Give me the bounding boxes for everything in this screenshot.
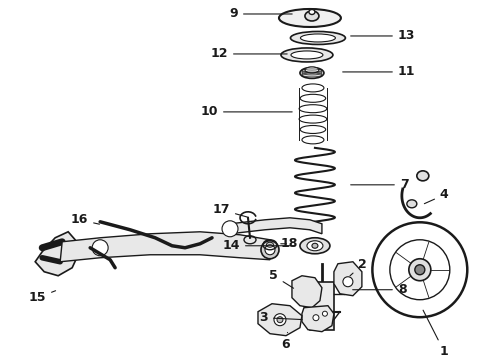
Polygon shape <box>35 232 78 276</box>
Text: 15: 15 <box>29 291 55 304</box>
Ellipse shape <box>291 51 323 59</box>
Text: 4: 4 <box>424 188 448 204</box>
Text: 11: 11 <box>343 66 416 78</box>
Text: 12: 12 <box>211 48 287 60</box>
Text: 8: 8 <box>353 283 407 296</box>
Ellipse shape <box>307 241 323 251</box>
Ellipse shape <box>222 221 238 237</box>
FancyBboxPatch shape <box>310 282 334 330</box>
Ellipse shape <box>305 11 319 21</box>
Text: 1: 1 <box>423 310 448 358</box>
Text: 13: 13 <box>351 30 415 42</box>
Text: 5: 5 <box>269 269 294 288</box>
Polygon shape <box>334 262 362 296</box>
Ellipse shape <box>343 277 353 287</box>
Text: 3: 3 <box>259 311 302 324</box>
Ellipse shape <box>291 31 345 44</box>
Ellipse shape <box>261 241 279 259</box>
Ellipse shape <box>313 315 319 321</box>
Polygon shape <box>60 232 270 262</box>
Polygon shape <box>302 306 334 332</box>
Ellipse shape <box>300 34 336 42</box>
Ellipse shape <box>312 243 318 248</box>
Ellipse shape <box>300 67 324 78</box>
Ellipse shape <box>322 311 327 316</box>
Ellipse shape <box>279 9 341 27</box>
Text: 17: 17 <box>213 203 247 217</box>
Ellipse shape <box>409 259 431 281</box>
Polygon shape <box>230 218 322 234</box>
Ellipse shape <box>407 200 417 208</box>
Ellipse shape <box>92 240 108 256</box>
Text: 10: 10 <box>200 105 292 118</box>
Text: 16: 16 <box>71 213 99 226</box>
Ellipse shape <box>415 265 425 275</box>
Text: 9: 9 <box>229 8 292 21</box>
Text: 6: 6 <box>281 332 290 351</box>
Ellipse shape <box>417 171 429 181</box>
Text: 2: 2 <box>350 258 367 276</box>
Ellipse shape <box>265 245 275 255</box>
Ellipse shape <box>274 314 286 326</box>
Ellipse shape <box>277 317 283 323</box>
Ellipse shape <box>300 238 330 254</box>
Text: 18: 18 <box>281 237 298 250</box>
Ellipse shape <box>309 9 315 14</box>
Polygon shape <box>292 276 322 308</box>
Polygon shape <box>258 304 302 336</box>
Text: 7: 7 <box>351 178 409 191</box>
Text: 14: 14 <box>222 239 295 252</box>
Ellipse shape <box>281 48 333 62</box>
Ellipse shape <box>305 67 319 73</box>
